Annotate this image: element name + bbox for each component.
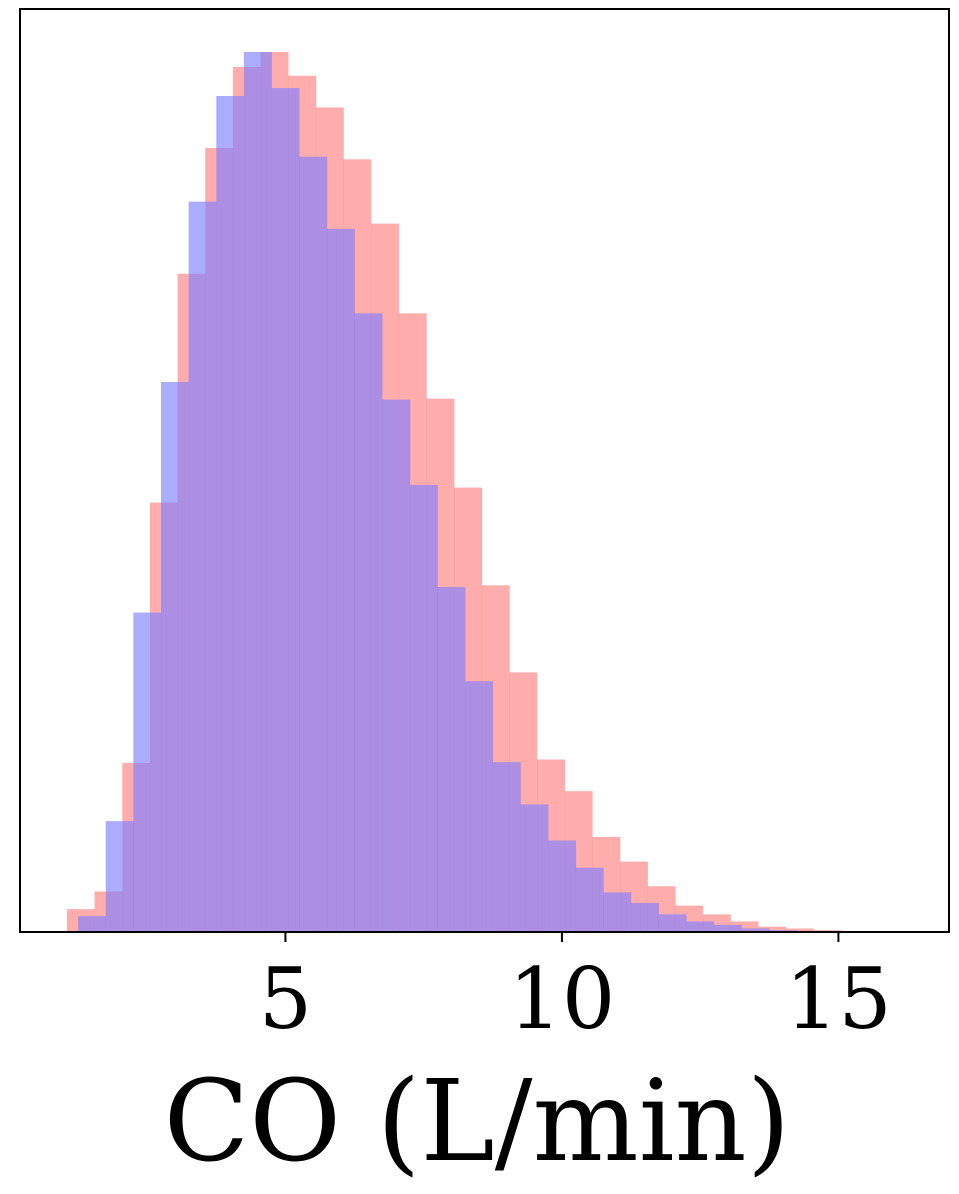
histogram-bar bbox=[713, 924, 742, 932]
histogram-bar bbox=[785, 928, 814, 932]
x-axis-label: CO (L/min) bbox=[164, 1057, 791, 1187]
histogram-bar bbox=[686, 921, 715, 932]
histogram-bar bbox=[243, 52, 272, 932]
x-axis-ticks: 5 10 15 bbox=[259, 932, 892, 1048]
plot-frame bbox=[19, 8, 950, 933]
histogram-bar bbox=[758, 926, 787, 932]
histogram-bar bbox=[188, 201, 217, 933]
x-tick-label: 15 bbox=[785, 950, 892, 1048]
histogram-bar bbox=[382, 399, 411, 933]
x-tick-label: 5 bbox=[259, 950, 312, 1048]
histogram-bar bbox=[354, 313, 383, 932]
histogram-bar bbox=[465, 681, 494, 932]
histogram-bar bbox=[299, 156, 328, 933]
histogram-bar bbox=[133, 612, 162, 932]
histogram-bar bbox=[603, 892, 632, 932]
histogram-bar bbox=[78, 916, 107, 932]
histogram-bar bbox=[326, 228, 355, 932]
histogram-bar bbox=[105, 821, 134, 932]
histogram-bar bbox=[741, 928, 770, 932]
histogram-bar bbox=[437, 587, 466, 932]
histogram-bar bbox=[492, 762, 521, 932]
series-2-bars bbox=[78, 52, 798, 933]
histogram-bar bbox=[548, 840, 577, 932]
histogram-bar bbox=[520, 804, 549, 932]
histogram-bar bbox=[730, 921, 759, 932]
histogram-bar bbox=[575, 867, 604, 932]
histogram-bar bbox=[631, 902, 659, 932]
histogram-bar bbox=[271, 88, 300, 932]
histogram-bar bbox=[161, 382, 189, 932]
histogram-bar bbox=[216, 96, 245, 932]
histogram-bars bbox=[67, 52, 870, 933]
x-tick-label: 10 bbox=[508, 950, 615, 1048]
histogram-bar bbox=[658, 914, 687, 932]
histogram-bar bbox=[409, 484, 438, 932]
